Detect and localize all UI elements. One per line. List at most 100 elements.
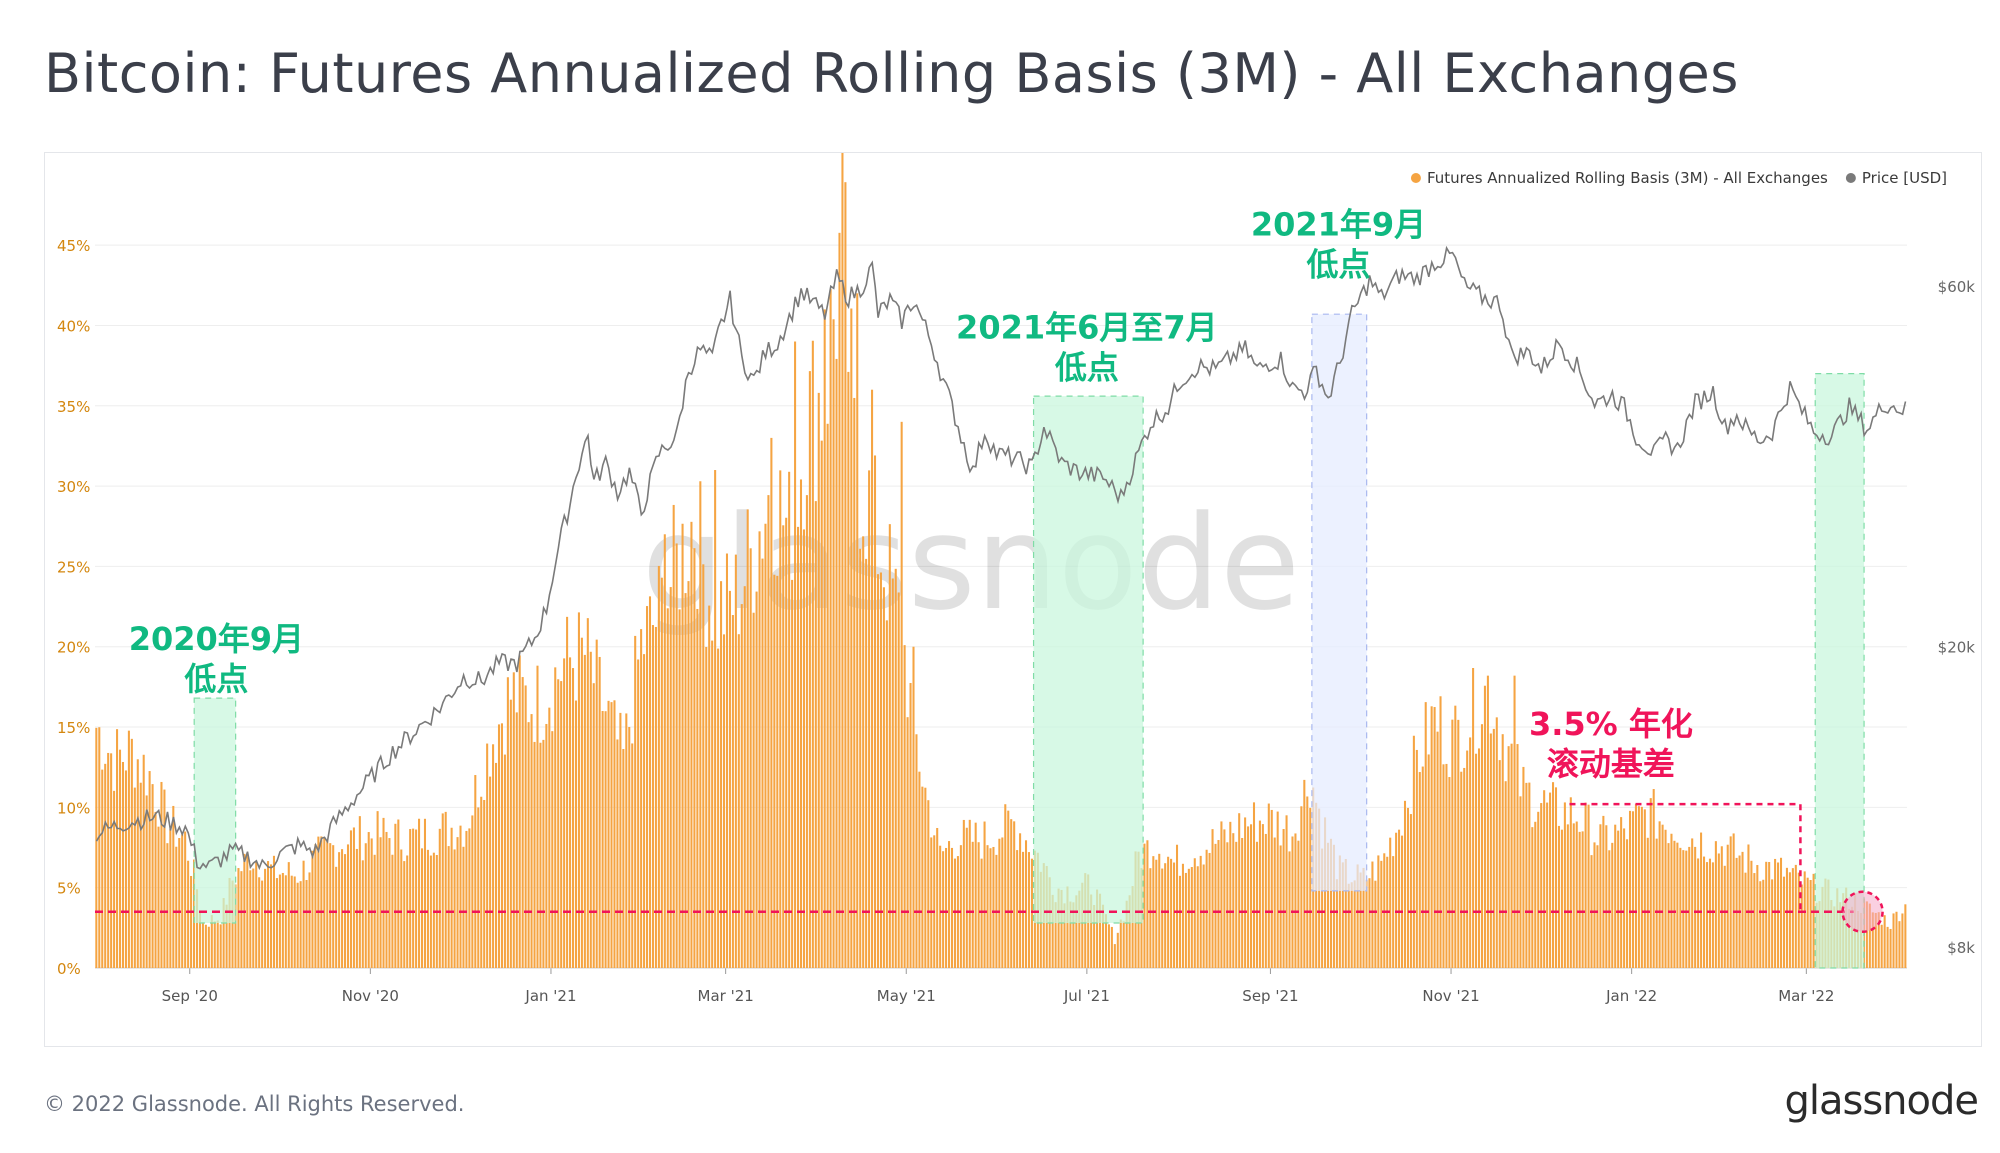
basis-bar <box>441 813 444 968</box>
basis-bar <box>1158 853 1161 968</box>
basis-bar <box>1173 862 1176 968</box>
basis-bar <box>1332 844 1335 968</box>
basis-bar <box>326 840 329 968</box>
basis-bar <box>234 884 237 968</box>
basis-bar <box>1705 862 1709 968</box>
basis-bar <box>1164 863 1167 968</box>
basis-bar <box>1442 764 1445 968</box>
basis-bar <box>193 859 196 968</box>
basis-bar <box>1599 824 1602 968</box>
basis-bar <box>797 526 800 968</box>
basis-bar <box>1170 858 1173 968</box>
basis-bar <box>1480 724 1484 968</box>
basis-bar <box>515 712 518 968</box>
basis-bar <box>720 581 723 968</box>
basis-bar <box>1611 842 1614 968</box>
basis-bar <box>1697 858 1700 968</box>
basis-bar <box>945 847 948 968</box>
x-tick-label: Jul '21 <box>1063 987 1110 1005</box>
basis-bar <box>1211 829 1214 968</box>
basis-bar <box>847 371 850 968</box>
basis-bar <box>1640 806 1643 968</box>
basis-bar <box>423 818 427 968</box>
basis-bar <box>503 754 506 968</box>
basis-bar <box>717 648 720 968</box>
basis-bar <box>557 679 560 968</box>
basis-bar <box>711 640 714 968</box>
basis-bar <box>1445 763 1448 968</box>
basis-bar <box>429 855 432 968</box>
basis-bar <box>1498 760 1501 968</box>
basis-bar <box>891 578 894 968</box>
basis-bar <box>577 612 580 968</box>
basis-bar <box>1486 675 1489 968</box>
basis-bar <box>942 851 945 968</box>
basis-bar <box>1643 809 1646 968</box>
basis-bar <box>1306 796 1309 968</box>
basis-bar <box>788 471 791 968</box>
basis-bar <box>1090 894 1093 968</box>
basis-bar <box>1483 685 1486 968</box>
chart-canvas: 0% 5% 10% 15% 20% 25% 30% 35% 40% 45% $8k $20k $60k S… <box>57 153 1976 1005</box>
basis-bar <box>172 805 175 968</box>
basis-bar <box>1427 754 1430 968</box>
basis-bar <box>1205 849 1208 968</box>
basis-bar <box>1051 894 1054 968</box>
basis-bar <box>823 309 826 968</box>
y-right-tick-label: $20k <box>1938 638 1976 656</box>
basis-bar <box>364 843 367 968</box>
basis-bar <box>1217 840 1220 968</box>
basis-bar <box>1797 872 1800 968</box>
basis-bar <box>459 825 462 968</box>
basis-bar <box>1356 864 1359 968</box>
basis-bar <box>900 421 903 968</box>
basis-bar <box>1717 853 1720 968</box>
basis-bar <box>1010 819 1013 968</box>
basis-bar <box>335 866 338 968</box>
basis-bar <box>758 531 761 968</box>
basis-bar <box>1803 871 1806 968</box>
basis-bar <box>1270 809 1273 968</box>
basis-bar <box>684 593 687 968</box>
basis-bar <box>1552 782 1555 968</box>
basis-bar <box>548 707 551 968</box>
basis-bar <box>560 681 563 968</box>
basis-bar <box>1063 903 1066 968</box>
basis-bar <box>311 850 314 968</box>
basis-bar <box>968 819 971 968</box>
basis-bar <box>1220 821 1223 968</box>
basis-bar <box>1720 846 1723 968</box>
basis-bar <box>554 667 557 968</box>
basis-bar <box>696 608 699 968</box>
basis-bar <box>749 548 752 968</box>
basis-bar <box>583 654 586 968</box>
basis-bar <box>1395 832 1398 968</box>
basis-bar <box>1785 867 1788 968</box>
basis-bar <box>761 558 764 968</box>
basis-bar <box>409 829 412 968</box>
basis-bar <box>746 509 749 968</box>
brand-logo-text: glassnode <box>1784 1078 1979 1124</box>
basis-bar <box>341 849 344 968</box>
basis-bar <box>1439 696 1442 968</box>
basis-bar <box>207 926 210 968</box>
basis-bar <box>240 871 243 968</box>
price-line <box>95 245 1907 871</box>
basis-bar <box>690 521 693 968</box>
basis-bar <box>853 397 856 968</box>
basis-bar <box>166 843 169 968</box>
basis-bar <box>1344 858 1347 968</box>
basis-bar <box>1341 862 1344 968</box>
basis-bar <box>1297 840 1300 968</box>
basis-bar <box>1389 837 1392 968</box>
basis-bar <box>1247 826 1250 968</box>
basis-bar <box>1614 824 1617 968</box>
basis-bar <box>1155 859 1158 968</box>
basis-bar <box>1226 842 1229 968</box>
basis-bar <box>1670 833 1673 968</box>
basis-bar <box>231 880 234 968</box>
basis-bar <box>317 836 320 968</box>
basis-bar <box>1791 868 1794 968</box>
basis-bar <box>1436 731 1439 968</box>
basis-bar <box>648 596 652 968</box>
